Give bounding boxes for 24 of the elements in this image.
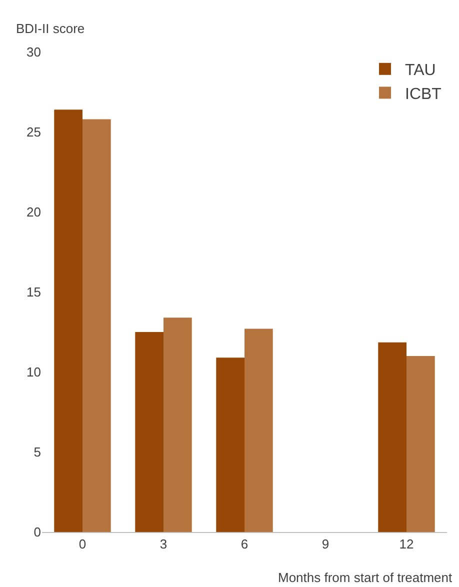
bar [135, 332, 164, 532]
legend-label: ICBT [405, 86, 442, 103]
bar [54, 110, 82, 532]
bar [216, 358, 244, 532]
x-tick-label: 12 [399, 536, 414, 552]
bar [82, 119, 111, 532]
x-tick-label: 6 [240, 536, 248, 552]
y-tick-label: 0 [34, 524, 41, 540]
x-tick-label: 9 [322, 536, 330, 552]
bar [244, 328, 273, 532]
y-tick-label: 25 [26, 124, 41, 140]
bar [378, 342, 406, 532]
legend-label: TAU [405, 62, 436, 80]
bar [406, 356, 435, 532]
bar [164, 318, 192, 532]
x-axis-title: Months from start of treatment [278, 570, 453, 585]
y-tick-label: 30 [26, 44, 41, 60]
y-tick-label: 10 [26, 364, 41, 380]
x-tick-label: 0 [78, 536, 86, 552]
y-tick-label: 15 [26, 284, 41, 300]
y-tick-label: 5 [34, 444, 41, 460]
y-axis-title: BDI-II score [16, 21, 85, 36]
x-tick-label: 3 [160, 536, 168, 552]
y-tick-label: 20 [26, 204, 41, 220]
